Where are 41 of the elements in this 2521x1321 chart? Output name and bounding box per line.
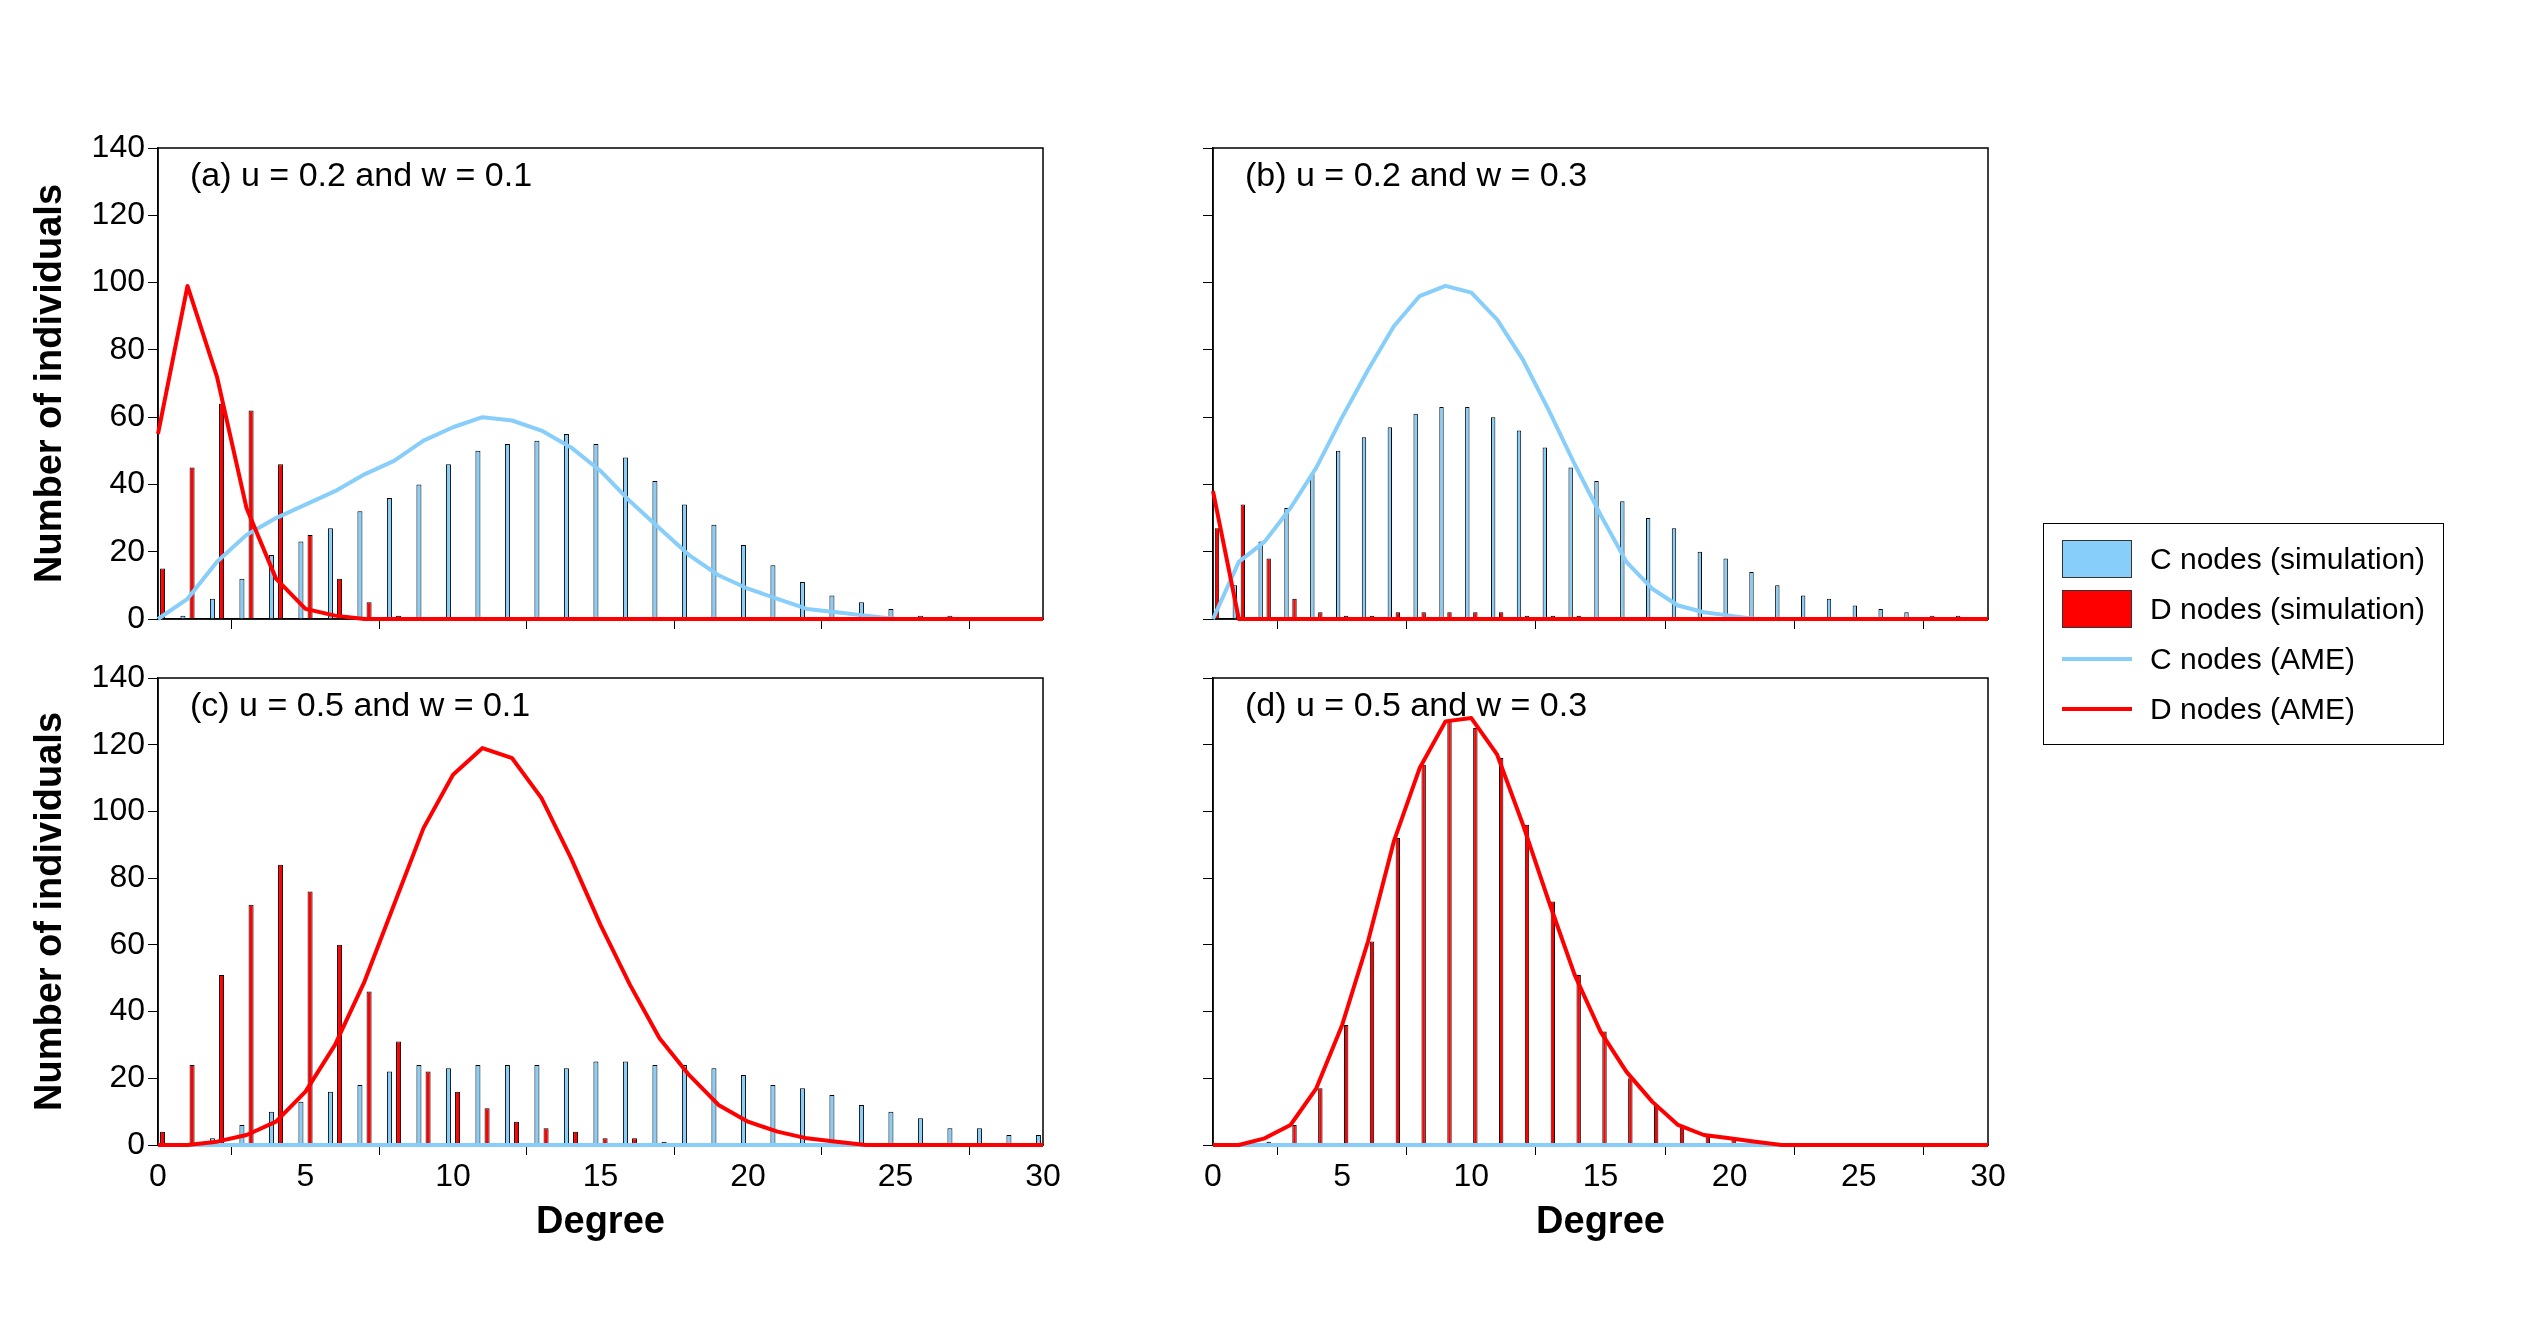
annotation: (c) u = 0.5 and w = 0.1 — [190, 685, 531, 724]
x-tick-label: 20 — [1711, 1157, 1748, 1194]
y-tick-label: 80 — [109, 857, 145, 894]
y-tick-label: 40 — [109, 991, 145, 1028]
x-tick-label: 25 — [877, 1157, 914, 1194]
y-tick-label: 60 — [109, 924, 145, 961]
x-tick-label: 10 — [1453, 1157, 1490, 1194]
x-tick-label: 5 — [1333, 1157, 1352, 1194]
x-tick-label: 15 — [582, 1157, 619, 1194]
y-tick-label: 40 — [109, 464, 145, 501]
x-tick-label: 5 — [296, 1157, 315, 1194]
x-tick-label: 10 — [435, 1157, 471, 1194]
x-axis-title: Degree — [1536, 1198, 1665, 1241]
y-tick-label: 100 — [91, 791, 145, 828]
y-tick-label: 60 — [109, 396, 145, 433]
y-tick-label: 20 — [109, 1058, 145, 1095]
x-tick-label: 15 — [1582, 1157, 1619, 1194]
legend-label: D nodes (simulation) — [2150, 592, 2426, 626]
x-tick-label: 25 — [1841, 1157, 1877, 1194]
legend-label: C nodes (simulation) — [2150, 542, 2426, 576]
x-tick-label: 30 — [1025, 1157, 1061, 1194]
y-tick-label: 140 — [91, 127, 145, 164]
y-tick-label: 80 — [109, 329, 145, 366]
y-tick-label: 0 — [127, 598, 145, 635]
y-tick-label: 120 — [91, 195, 145, 232]
x-tick-label: 0 — [1204, 1157, 1222, 1194]
annotation: (a) u = 0.2 and w = 0.1 — [190, 155, 533, 194]
y-axis-title: Number of individuals — [27, 183, 70, 584]
annotation: (d) u = 0.5 and w = 0.3 — [1245, 685, 1588, 724]
y-tick-label: 120 — [91, 724, 145, 761]
legend-label: D nodes (AME) — [2150, 692, 2356, 726]
annotation: (b) u = 0.2 and w = 0.3 — [1245, 155, 1588, 194]
x-axis-title: Degree — [536, 1198, 665, 1241]
y-tick-label: 100 — [91, 262, 145, 299]
x-tick-label: 20 — [730, 1157, 766, 1194]
y-tick-label: 0 — [127, 1124, 145, 1161]
legend-label: C nodes (AME) — [2150, 642, 2356, 676]
y-tick-label: 140 — [91, 657, 145, 694]
y-tick-label: 20 — [109, 531, 145, 568]
y-axis-title: Number of individuals — [27, 711, 70, 1112]
x-tick-label: 30 — [1970, 1157, 2006, 1194]
